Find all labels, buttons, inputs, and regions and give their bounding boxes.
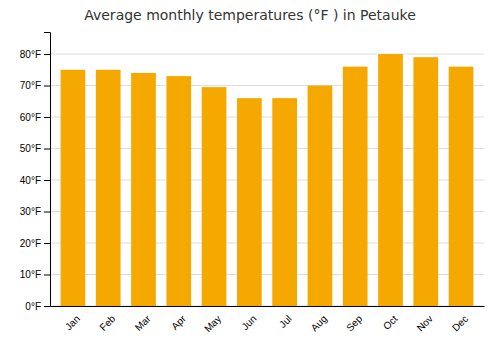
plot: 0°F 10°F 20°F 30°F 40°F 50°F 60°F 70°F 80°F Jan Fe…	[20, 33, 485, 335]
x-tick-label: Aug	[309, 313, 329, 333]
bar	[237, 98, 262, 306]
bar	[413, 57, 438, 306]
y-tick-label: 50°F	[20, 143, 41, 154]
x-tick-label: Feb	[97, 313, 117, 333]
x-tick-label: Apr	[169, 313, 188, 332]
bar	[343, 67, 368, 306]
y-tick-label: 20°F	[20, 238, 41, 249]
x-tick: Aug	[309, 313, 329, 333]
grid	[50, 54, 484, 306]
y-tick-mark	[44, 149, 50, 150]
x-tick: Nov	[415, 313, 435, 333]
x-tick-label: Jan	[63, 313, 82, 332]
y-tick: 80°F	[20, 49, 50, 60]
y-tick-label: 0°F	[25, 301, 41, 312]
x-tick: Jun	[239, 313, 258, 332]
x-tick: Dec	[450, 313, 470, 333]
x-tick: Sep	[344, 313, 365, 334]
y-tick-mark	[44, 117, 50, 118]
y-tick: 0°F	[25, 301, 50, 312]
x-tick-label: Sep	[344, 313, 365, 334]
grid-line	[50, 54, 484, 55]
y-tick-mark	[44, 275, 50, 276]
bar	[378, 54, 403, 306]
bar	[272, 98, 297, 306]
y-tick: 40°F	[20, 175, 50, 186]
y-tick: 20°F	[20, 238, 50, 249]
bar	[61, 70, 86, 306]
y-tick-label: 40°F	[20, 175, 41, 186]
y-tick-label: 10°F	[20, 269, 41, 280]
y-tick-mark	[44, 212, 50, 213]
x-tick-label: Dec	[450, 313, 470, 333]
y-tick: 70°F	[20, 80, 50, 91]
bar	[96, 70, 121, 306]
x-tick: Jul	[277, 313, 294, 330]
x-tick-label: Jul	[277, 313, 294, 330]
x-tick: Mar	[133, 313, 153, 333]
y-tick-mark	[44, 180, 50, 181]
x-axis: Jan Feb Mar Apr May Jun Jul Aug Sep Oct Nov Dec	[51, 307, 485, 335]
x-axis-line	[51, 306, 485, 307]
bar	[202, 87, 227, 306]
y-tick-label: 30°F	[20, 206, 41, 217]
y-tick: 10°F	[20, 269, 50, 280]
y-tick: 30°F	[20, 206, 50, 217]
y-tick-mark	[44, 86, 50, 87]
x-tick-label: Mar	[133, 313, 153, 333]
x-tick-label: Nov	[415, 313, 435, 333]
bars	[61, 54, 474, 306]
x-tick: Jan	[63, 313, 82, 332]
x-tick: Apr	[169, 313, 188, 332]
y-tick-label: 70°F	[20, 80, 41, 91]
x-tick-label: May	[202, 313, 223, 334]
bar	[166, 76, 191, 306]
x-tick-label: Jun	[239, 313, 258, 332]
bar	[308, 86, 333, 306]
title: Average monthly temperatures (°F ) in Pe…	[84, 7, 416, 23]
x-tick: May	[202, 313, 223, 334]
y-tick-mark	[44, 306, 50, 307]
bar	[449, 67, 474, 306]
y-axis: 0°F 10°F 20°F 30°F 40°F 50°F 60°F 70°F 80°F	[20, 33, 51, 312]
y-tick-label: 60°F	[20, 112, 41, 123]
y-tick-mark	[44, 243, 50, 244]
y-tick-mark	[44, 54, 50, 55]
x-tick-label: Oct	[381, 313, 400, 332]
y-tick: 60°F	[20, 112, 50, 123]
x-tick: Feb	[97, 313, 117, 333]
chart: Average monthly temperatures (°F ) in Pe…	[0, 0, 500, 350]
y-axis-line	[44, 33, 51, 307]
y-tick: 50°F	[20, 143, 50, 154]
x-tick: Oct	[381, 313, 400, 332]
bar	[131, 73, 156, 306]
y-tick-label: 80°F	[20, 49, 41, 60]
